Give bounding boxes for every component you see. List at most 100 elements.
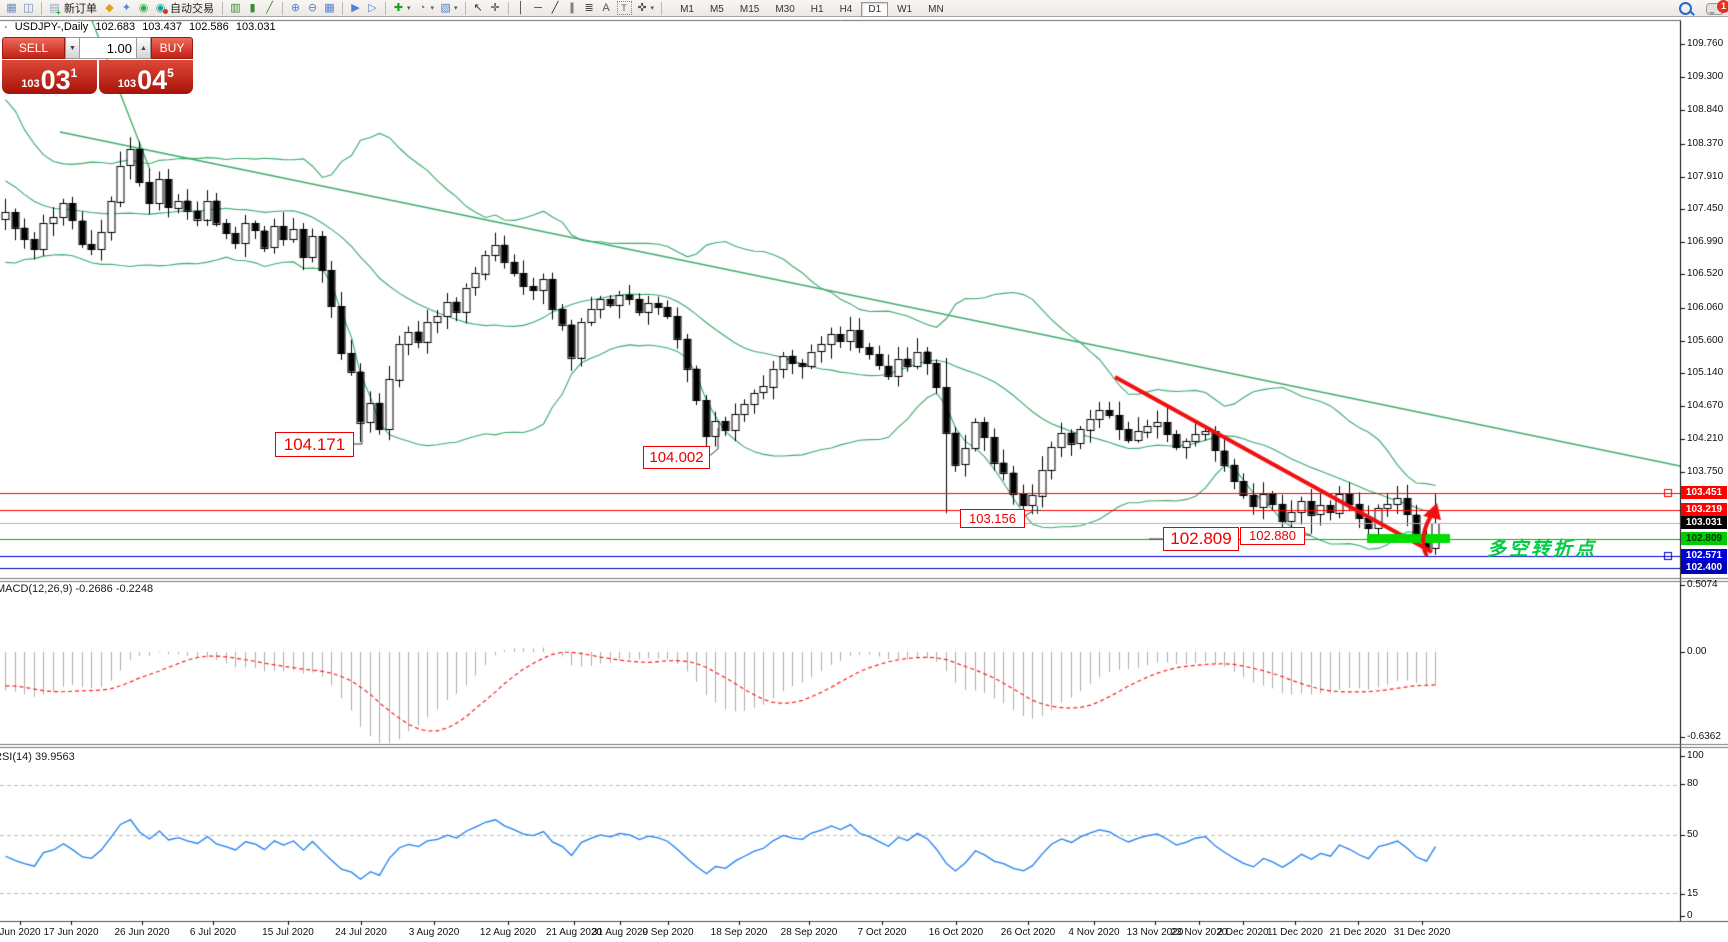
trendline-icon[interactable]: ╱ (551, 1, 559, 14)
price-badge-103.219: 103.219 (1681, 503, 1727, 516)
periods-icon-dropdown[interactable]: ▾ (430, 5, 435, 12)
symbol-ohlc-header: · USDJPY-,Daily 102.683 103.437 102.586 … (4, 21, 280, 33)
sell-price-figure: 103 (21, 78, 40, 90)
price-badge-102.571: 102.571 (1681, 549, 1727, 562)
date-axis-tick: 28 Sep 2020 (780, 927, 838, 938)
chart-preview-icon[interactable]: ◫ (23, 1, 34, 14)
timeframe-h4[interactable]: H4 (839, 4, 853, 15)
main-toolbar: ▦ ◫ ▤ + 新订单 ◆ ✦ ◉ ◉ 自动交易 ▥ ▮ ╱ ⊕ ⊖ ▦ ▶ ▷ ✚ ▾ ◔ ▾ ▧ ▾ ↖ ✛ │ ─ ╱ ∥ ≣ A T ✜ ▾… (0, 0, 1728, 17)
date-axis-tick: 31 Dec 2020 (1393, 927, 1451, 938)
new-order-icon[interactable]: ▤ + (46, 1, 63, 17)
symbol-name: USDJPY-,Daily (14, 21, 89, 33)
tile-windows-icon[interactable]: ▦ (324, 1, 335, 14)
macd-axis-tick: 0.5074 (1687, 579, 1718, 590)
toolbar-separator (661, 1, 663, 15)
toolbar-separator (282, 1, 283, 15)
price-annotation-104.002[interactable]: 104.002 (643, 446, 710, 469)
buy-button[interactable]: BUY (151, 37, 193, 59)
timeframe-m30[interactable]: M30 (775, 4, 795, 15)
strategy-tester-icon[interactable]: ▶ (351, 1, 360, 14)
indicators-icon-dropdown[interactable]: ▾ (407, 5, 411, 12)
sell-price-pip: 1 (70, 66, 78, 80)
price-axis-tick: 103.750 (1687, 466, 1724, 477)
timeframe-w1[interactable]: W1 (897, 4, 913, 15)
timeframe-group: M1 M5 M15 M30 H1 H4 D1 W1 MN (672, 0, 952, 17)
price-annotation-104.171[interactable]: 104.171 (275, 432, 354, 457)
crosshair-icon[interactable]: ✛ (490, 1, 500, 14)
price-annotation-102.809[interactable]: 102.809 (1163, 527, 1239, 551)
text-label-icon[interactable]: T (616, 1, 632, 15)
date-axis-tick: 6 Jul 2020 (189, 927, 237, 938)
timeframe-mn[interactable]: MN (928, 4, 944, 15)
cursor-icon[interactable]: ↖ (473, 1, 483, 14)
volume-input[interactable] (80, 37, 136, 59)
line-chart-icon[interactable]: ╱ (266, 1, 273, 14)
date-axis-tick: 9 Sep 2020 (642, 927, 694, 938)
horizontal-line-icon[interactable]: ─ (534, 1, 542, 14)
price-badge-102.809: 102.809 (1681, 532, 1727, 545)
date-axis-tick: 4 Nov 2020 (1068, 927, 1120, 938)
timeframe-h1[interactable]: H1 (810, 4, 824, 15)
news-icon[interactable]: ◉ (138, 1, 149, 14)
periods-icon[interactable]: ◔ (418, 1, 426, 14)
timeframe-m5[interactable]: M5 (709, 4, 724, 15)
date-axis-tick: 12 Aug 2020 (479, 927, 537, 938)
date-axis-tick: 15 Jul 2020 (262, 927, 314, 938)
macd-axis-tick: 0.00 (1687, 646, 1707, 657)
buy-price-figure: 103 (117, 78, 137, 90)
candlestick-icon[interactable]: ▮ (249, 1, 256, 14)
toolbar-right: 1 (1679, 0, 1728, 15)
template-icon-dropdown[interactable]: ▾ (454, 5, 458, 12)
turning-point-annotation[interactable]: 多空转折点 (1487, 539, 1598, 560)
buy-price-button[interactable]: 103 04 5 (98, 60, 193, 94)
volume-increase-button[interactable]: ▲ (136, 37, 151, 59)
indicators-icon[interactable]: ✚ (393, 1, 404, 14)
macd-axis-tick: -0.6362 (1687, 731, 1721, 742)
rsi-axis-tick: 80 (1687, 778, 1699, 789)
autotrade-icon[interactable]: ◉ (152, 1, 169, 16)
date-axis-tick: 21 Aug 2020 (545, 927, 603, 938)
date-axis-tick: 16 Oct 2020 (928, 927, 984, 938)
one-click-trade-panel: SELL ▼ ▲ BUY 103 03 1 103 04 5 (2, 37, 193, 94)
text-icon[interactable]: A (602, 1, 610, 14)
timeframe-m1[interactable]: M1 (680, 4, 694, 15)
date-axis-tick: 26 Oct 2020 (1000, 927, 1056, 938)
price-annotation-102.880[interactable]: 102.880 (1240, 527, 1305, 545)
gold-icon[interactable]: ◆ (105, 1, 114, 14)
template-icon[interactable]: ▧ (440, 1, 451, 14)
date-axis-tick: 31 Aug 2020 (591, 927, 649, 938)
community-icon[interactable]: ✦ (121, 1, 132, 14)
plus-overlay-icon: + (56, 7, 61, 17)
step-forward-icon[interactable]: ▷ (368, 1, 377, 14)
symbol-bullet: · (4, 21, 8, 33)
chart-window-icon[interactable]: ▦ (6, 1, 17, 14)
date-axis-tick: 23 Nov 2020 (1170, 927, 1228, 938)
autotrade-label[interactable]: 自动交易 (170, 3, 214, 15)
chat-icon[interactable]: 1 (1706, 0, 1728, 15)
sell-button[interactable]: SELL (2, 37, 65, 59)
bar-chart-icon[interactable]: ▥ (230, 1, 241, 14)
vertical-line-icon[interactable]: │ (517, 1, 525, 14)
arrows-icon[interactable]: ✜ (637, 1, 647, 14)
price-axis-tick: 108.370 (1687, 138, 1724, 149)
fibonacci-icon[interactable]: ≣ (584, 1, 594, 14)
date-axis-tick: 11 Dec 2020 (1267, 927, 1323, 938)
sell-price-button[interactable]: 103 03 1 (2, 60, 97, 94)
channel-icon[interactable]: ∥ (569, 1, 575, 14)
ohlc-low: 102.586 (189, 21, 229, 33)
volume-decrease-button[interactable]: ▼ (65, 37, 80, 59)
new-order-label[interactable]: 新订单 (64, 3, 97, 15)
timeframe-d1[interactable]: D1 (861, 2, 889, 17)
zoom-out-icon[interactable]: ⊖ (307, 1, 318, 14)
date-axis-tick: 17 Jun 2020 (43, 927, 99, 938)
price-annotation-103.156[interactable]: 103.156 (960, 509, 1025, 528)
date-axis-tick: 26 Jun 2020 (114, 927, 170, 938)
toolbar-separator (342, 1, 343, 15)
zoom-in-icon[interactable]: ⊕ (290, 1, 301, 14)
arrows-icon-dropdown[interactable]: ▾ (650, 5, 655, 12)
timeframe-m15[interactable]: M15 (739, 4, 760, 15)
price-badge-103.031: 103.031 (1681, 516, 1727, 529)
search-icon[interactable] (1679, 1, 1692, 15)
